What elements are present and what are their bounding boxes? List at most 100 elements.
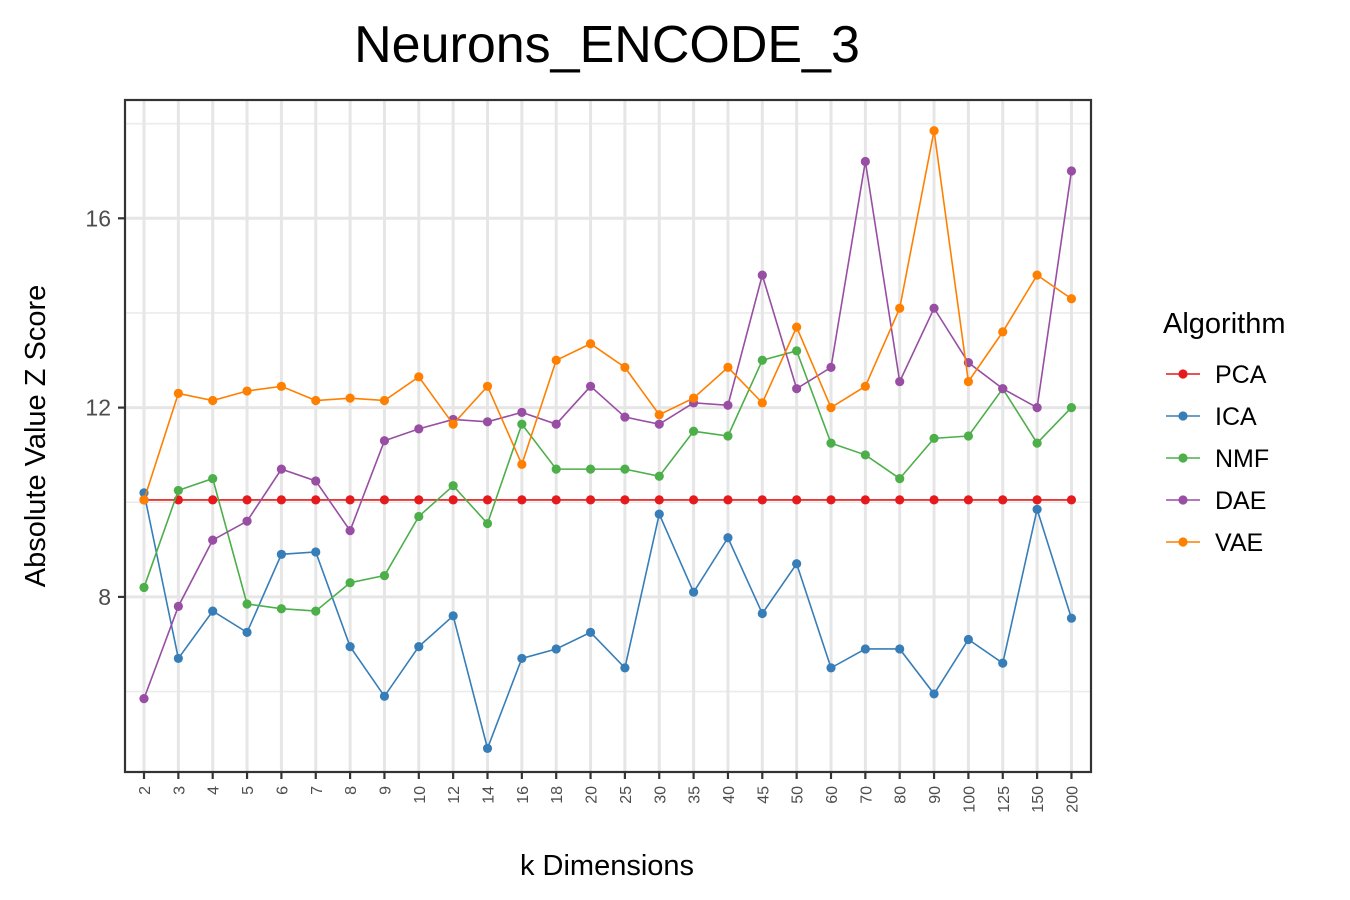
chart-title: Neurons_ENCODE_3: [354, 16, 860, 74]
data-point-vae: [895, 303, 905, 313]
data-point-dae: [929, 303, 939, 313]
x-tick-label: 60: [824, 786, 841, 804]
y-tick-label: 8: [98, 584, 111, 610]
data-point-nmf: [208, 473, 218, 484]
data-point-ica: [276, 549, 286, 559]
data-point-nmf: [1032, 438, 1042, 448]
data-point-vae: [276, 381, 286, 391]
legend-item-nmf: NMF: [1166, 445, 1269, 473]
data-point-dae: [139, 694, 149, 704]
legend-label: ICA: [1215, 403, 1257, 431]
legend-label: NMF: [1215, 445, 1269, 473]
data-point-dae: [517, 407, 527, 417]
legend-key-point: [1178, 369, 1188, 379]
data-point-vae: [929, 126, 939, 136]
plot-panel-border: [123, 98, 1093, 774]
data-point-pca: [311, 495, 321, 505]
data-point-nmf: [1066, 403, 1077, 413]
data-point-nmf: [379, 571, 390, 581]
data-point-vae: [1032, 270, 1042, 280]
data-point-dae: [414, 424, 424, 434]
data-point-pca: [689, 495, 699, 505]
x-tick-label: 150: [1030, 786, 1047, 813]
legend-label: PCA: [1215, 361, 1267, 389]
data-point-dae: [311, 476, 321, 486]
data-point-ica: [448, 611, 458, 621]
data-point-vae: [792, 322, 802, 332]
data-point-ica: [792, 559, 802, 569]
data-point-ica: [517, 653, 527, 664]
legend-item-pca: PCA: [1166, 361, 1267, 389]
x-tick-label: 80: [893, 786, 910, 804]
data-point-dae: [826, 362, 836, 372]
legend-title: Algorithm: [1163, 308, 1286, 340]
data-point-nmf: [173, 485, 183, 496]
data-point-ica: [757, 608, 767, 619]
legend: Algorithm PCA ICA NMF DAE VAE: [1163, 308, 1286, 557]
data-point-pca: [517, 495, 527, 505]
data-point-vae: [654, 410, 664, 420]
data-point-dae: [585, 381, 596, 391]
data-point-dae: [242, 516, 252, 526]
data-point-nmf: [242, 599, 252, 609]
data-point-ica: [414, 641, 424, 652]
data-point-vae: [757, 398, 767, 408]
data-point-vae: [998, 327, 1008, 337]
data-point-nmf: [276, 604, 286, 614]
data-point-nmf: [551, 464, 561, 474]
data-point-dae: [551, 419, 561, 429]
data-point-dae: [620, 412, 630, 422]
data-point-pca: [895, 495, 905, 505]
data-point-dae: [723, 400, 733, 410]
data-point-pca: [448, 495, 458, 505]
data-point-dae: [173, 601, 183, 611]
legend-key-point: [1178, 453, 1188, 463]
legend-item-dae: DAE: [1166, 487, 1266, 515]
x-tick-label: 25: [618, 786, 635, 804]
y-tick-label: 16: [85, 205, 111, 231]
data-point-nmf: [345, 578, 355, 588]
data-point-ica: [826, 663, 836, 673]
data-point-pca: [482, 495, 493, 505]
data-point-ica: [1066, 613, 1077, 623]
data-point-dae: [208, 535, 218, 545]
data-point-ica: [173, 653, 183, 664]
data-point-ica: [723, 533, 733, 543]
data-point-ica: [963, 634, 974, 645]
x-tick-label: 50: [790, 786, 807, 804]
data-point-pca: [208, 495, 218, 505]
x-tick-label: 125: [996, 786, 1013, 813]
data-point-nmf: [757, 355, 767, 365]
legend-key-point: [1178, 411, 1188, 421]
x-tick-label: 7: [309, 786, 326, 795]
series-line-ica: [143, 492, 1073, 751]
series-pca: [139, 495, 1077, 505]
data-point-pca: [1066, 495, 1077, 505]
data-point-pca: [620, 495, 630, 505]
data-point-nmf: [792, 346, 802, 356]
data-point-nmf: [723, 431, 733, 441]
data-point-pca: [723, 495, 733, 505]
data-point-pca: [276, 495, 286, 505]
data-point-dae: [895, 376, 905, 387]
data-point-nmf: [654, 471, 664, 481]
y-tick-label: 12: [85, 395, 111, 421]
data-point-vae: [482, 381, 493, 391]
x-tick-label: 18: [549, 786, 566, 804]
data-point-nmf: [311, 606, 321, 616]
series-line-vae: [143, 130, 1072, 501]
data-point-vae: [379, 395, 390, 406]
series-ica: [139, 488, 1077, 753]
x-tick-label: 12: [446, 786, 463, 804]
data-point-pca: [963, 495, 974, 505]
data-point-ica: [929, 689, 939, 699]
data-point-pca: [1032, 495, 1042, 505]
data-point-pca: [998, 495, 1008, 505]
legend-label: VAE: [1215, 529, 1263, 557]
data-point-ica: [551, 644, 561, 654]
legend-key-point: [1178, 495, 1188, 505]
data-point-pca: [551, 495, 561, 505]
series-line-dae: [143, 161, 1073, 699]
data-point-nmf: [517, 419, 527, 429]
